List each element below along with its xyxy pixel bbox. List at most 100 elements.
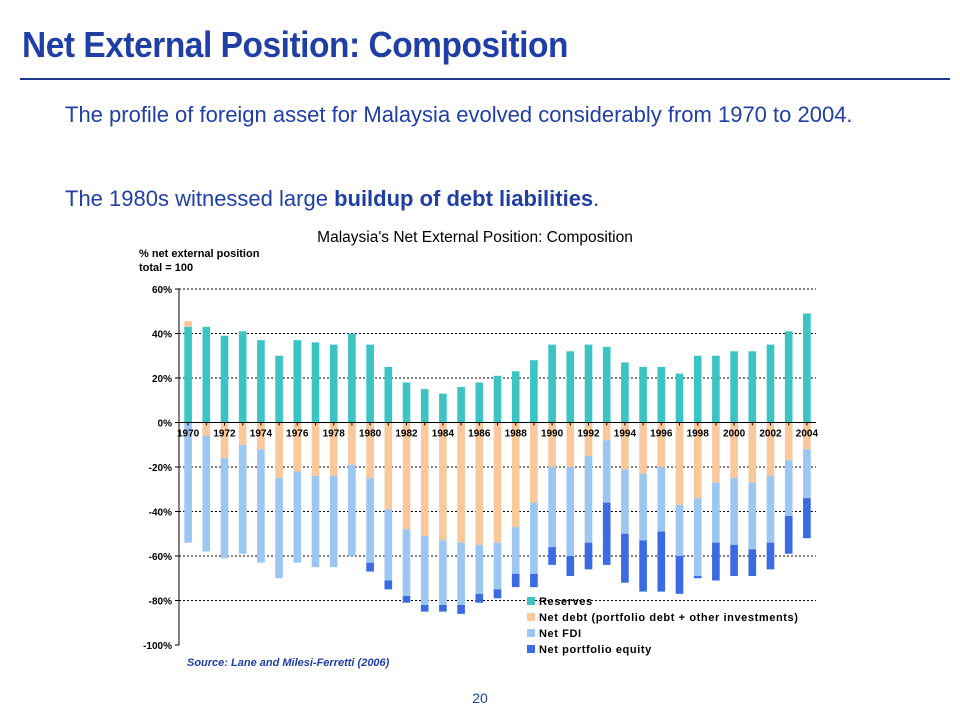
bar-segment-net-1992 (584, 542, 593, 570)
bar-segment-net-1970 (184, 321, 192, 327)
bullet-2-text-start: The 1980s witnessed large (65, 186, 335, 211)
bar-segment-net-1990 (548, 467, 556, 548)
bar-segment-net-1994 (621, 533, 629, 583)
bar-segment-net-1996 (657, 531, 666, 592)
x-tick-label-1978: 1978 (323, 429, 346, 440)
bar-segment-reserves-1986 (475, 382, 484, 423)
bar-segment-net-1993 (602, 440, 611, 503)
bar-segment-net-1997 (675, 556, 684, 594)
bar-segment-net-1986 (475, 544, 484, 594)
bar-segment-net-1998 (693, 422, 702, 499)
bar-segment-net-1973 (238, 422, 247, 445)
bar-segment-net-2002 (766, 475, 775, 543)
bar-segment-net-1998 (693, 576, 702, 579)
bar-segment-net-1982 (402, 529, 411, 597)
y-tick-label: -60% (149, 552, 172, 563)
x-tick-label-1994: 1994 (614, 429, 637, 440)
bar-segment-net-1989 (530, 422, 538, 503)
x-tick-label-1998: 1998 (687, 429, 710, 440)
x-tick-label-1996: 1996 (650, 429, 673, 440)
y-tick-label: 60% (152, 285, 172, 296)
x-tick-label-1980: 1980 (359, 429, 382, 440)
x-tick-label-1972: 1972 (213, 429, 236, 440)
bar-segment-net-2002 (766, 422, 775, 476)
bar-segment-reserves-2004 (803, 313, 811, 423)
bar-segment-reserves-1991 (566, 351, 575, 423)
bar-segment-reserves-2001 (748, 351, 757, 423)
bar-segment-net-1982 (402, 596, 411, 603)
bar-segment-net-1972 (220, 422, 229, 459)
bar-segment-net-2004 (803, 449, 811, 499)
bar-segment-net-1975 (275, 478, 283, 579)
bar-segment-reserves-1972 (220, 335, 229, 423)
legend-swatch (527, 629, 535, 637)
bar-segment-net-1992 (584, 422, 593, 456)
x-tick-label-1986: 1986 (468, 429, 491, 440)
bar-segment-net-1991 (566, 467, 575, 556)
bar-segment-reserves-1980 (366, 344, 374, 423)
y-tick-label: 40% (152, 330, 172, 341)
bar-segment-net-1986 (475, 422, 484, 545)
y-axis-label-line-2: total = 100 (139, 262, 193, 274)
legend-entry: Reserves (539, 596, 593, 608)
bar-segment-net-1983 (420, 422, 429, 536)
bar-segment-net-1984 (439, 540, 447, 605)
y-axis-label-line-1: % net external position (139, 248, 260, 260)
bar-segment-net-2001 (748, 482, 757, 550)
bar-segment-net-1988 (511, 422, 520, 528)
legend: Reserves Net debt (portfolio debt + other… (527, 596, 798, 656)
bar-segment-reserves-1993 (602, 346, 611, 423)
x-tick-label-1976: 1976 (286, 429, 309, 440)
bullet-2-bold-text: buildup of debt liabilities (334, 186, 594, 211)
bar-segment-net-2003 (784, 515, 793, 554)
page-number: 20 (472, 690, 488, 706)
bar-segment-reserves-1970 (184, 326, 192, 423)
bar-segment-reserves-2000 (730, 351, 738, 423)
bar-segment-reserves-1983 (420, 389, 429, 423)
bar-segment-reserves-1985 (457, 386, 465, 423)
bar-segment-net-1999 (712, 542, 720, 581)
bar-segment-reserves-2003 (784, 331, 793, 423)
bar-segment-net-1987 (493, 542, 502, 590)
bar-segment-net-1992 (584, 455, 593, 543)
bar-segment-net-2003 (784, 460, 793, 516)
bar-segment-net-1971 (202, 435, 211, 552)
x-tick-label-2000: 2000 (723, 429, 746, 440)
bar-segment-net-1974 (257, 449, 265, 563)
bar-segment-net-1999 (712, 482, 720, 543)
bar-segment-reserves-1988 (511, 371, 520, 423)
bar-segment-reserves-1994 (621, 362, 629, 423)
bar-segment-net-1973 (238, 444, 247, 554)
bar-segment-net-1990 (548, 547, 556, 565)
bar-segment-net-1974 (257, 422, 265, 450)
bar-segment-net-1983 (420, 535, 429, 605)
bar-segment-reserves-1981 (384, 366, 393, 423)
bullet-text-1: The profile of foreign asset for Malaysi… (65, 102, 853, 127)
x-tick-label-1970: 1970 (177, 429, 200, 440)
bar-segment-net-1976 (293, 422, 302, 472)
bar-segment-reserves-1975 (275, 355, 283, 423)
legend-swatch (527, 597, 535, 605)
legend-entry: Net portfolio equity (539, 644, 652, 656)
bar-segment-net-1977 (311, 475, 320, 568)
bar-segment-net-2000 (730, 544, 738, 577)
bar-segment-net-1980 (366, 478, 374, 563)
bar-segment-net-1994 (621, 469, 629, 534)
bar-segment-net-1995 (639, 540, 647, 592)
bar-segment-net-1978 (329, 422, 338, 476)
bullet-2-text-end: . (593, 186, 600, 211)
bar-segment-net-1979 (348, 422, 356, 465)
bar-segment-net-1985 (457, 604, 465, 614)
bar-segment-net-1995 (639, 422, 647, 474)
x-tick-label-2004: 2004 (796, 429, 819, 440)
bar-segment-net-1976 (293, 471, 302, 563)
bars (184, 313, 811, 614)
bar-segment-reserves-1973 (238, 331, 247, 423)
bar-segment-reserves-1982 (402, 382, 411, 423)
bar-segment-net-1989 (530, 573, 538, 588)
chart-title: Malaysia's Net External Position: Compos… (317, 229, 633, 246)
bar-segment-net-1985 (457, 422, 465, 543)
bar-segment-net-1991 (566, 422, 575, 467)
bar-segment-net-1993 (602, 502, 611, 565)
bar-segment-net-1975 (275, 422, 283, 479)
